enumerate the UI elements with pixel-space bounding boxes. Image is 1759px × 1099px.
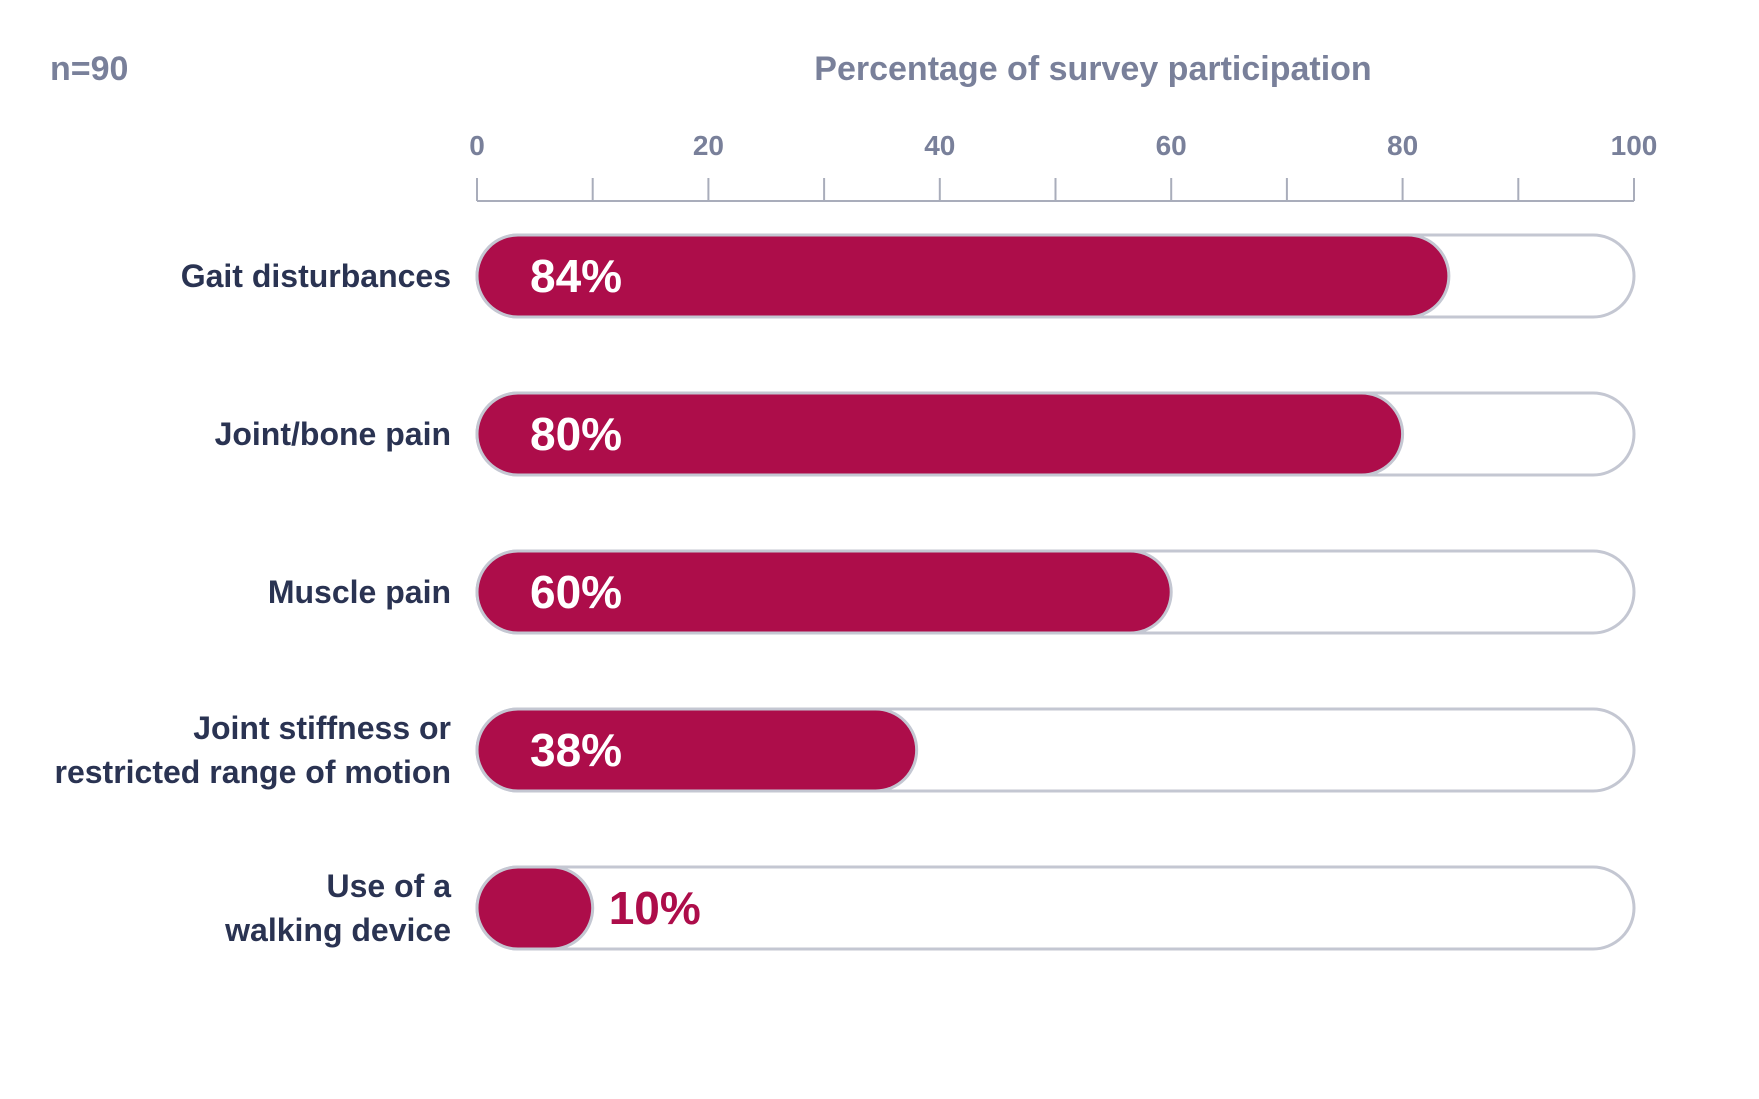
category-label-line: Gait disturbances — [181, 258, 451, 294]
x-tick-label: 0 — [469, 130, 485, 161]
bar-row: 60% Muscle pain — [268, 549, 1636, 635]
x-tick-label: 80 — [1387, 130, 1418, 161]
category-label: Joint/bone pain — [215, 416, 451, 452]
bar — [475, 865, 595, 951]
x-tick-label: 20 — [693, 130, 724, 161]
bars: 84% Gait disturbances 80% Joint/bone pain 60… — [55, 233, 1636, 951]
category-label: Muscle pain — [268, 574, 451, 610]
category-label: Gait disturbances — [181, 258, 451, 294]
category-label: Use of a walking device — [224, 868, 451, 948]
bar — [475, 707, 919, 793]
sample-size-label: n=90 — [50, 50, 128, 88]
category-label-line: Use of a — [327, 868, 452, 904]
x-tick-label: 60 — [1156, 130, 1187, 161]
category-label-line: walking device — [224, 912, 451, 948]
category-label-line: Joint stiffness or — [193, 710, 451, 746]
bar-value-label: 38% — [530, 724, 622, 776]
bar-value-label: 84% — [530, 250, 622, 302]
bar — [475, 391, 1405, 477]
category-label: Joint stiffness or restricted range of mo… — [55, 710, 452, 790]
bar-value-label: 10% — [609, 882, 701, 934]
bar-value-label: 80% — [530, 408, 622, 460]
category-label-line: Joint/bone pain — [215, 416, 451, 452]
x-tick-label: 40 — [924, 130, 955, 161]
bar — [475, 549, 1173, 635]
bar-row: 84% Gait disturbances — [181, 233, 1636, 319]
bar — [475, 233, 1451, 319]
category-label-line: Muscle pain — [268, 574, 451, 610]
bar-row: 10% Use of a walking device — [224, 865, 1636, 951]
category-label-line: restricted range of motion — [55, 754, 452, 790]
bar-value-label: 60% — [530, 566, 622, 618]
axis-title: Percentage of survey participation — [814, 50, 1371, 88]
x-tick-label: 100 — [1611, 130, 1658, 161]
bar-row: 80% Joint/bone pain — [215, 391, 1636, 477]
bar-row: 38% Joint stiffness or restricted range of… — [55, 707, 1636, 793]
x-axis: 0 20 40 60 80 100 — [469, 130, 1658, 202]
